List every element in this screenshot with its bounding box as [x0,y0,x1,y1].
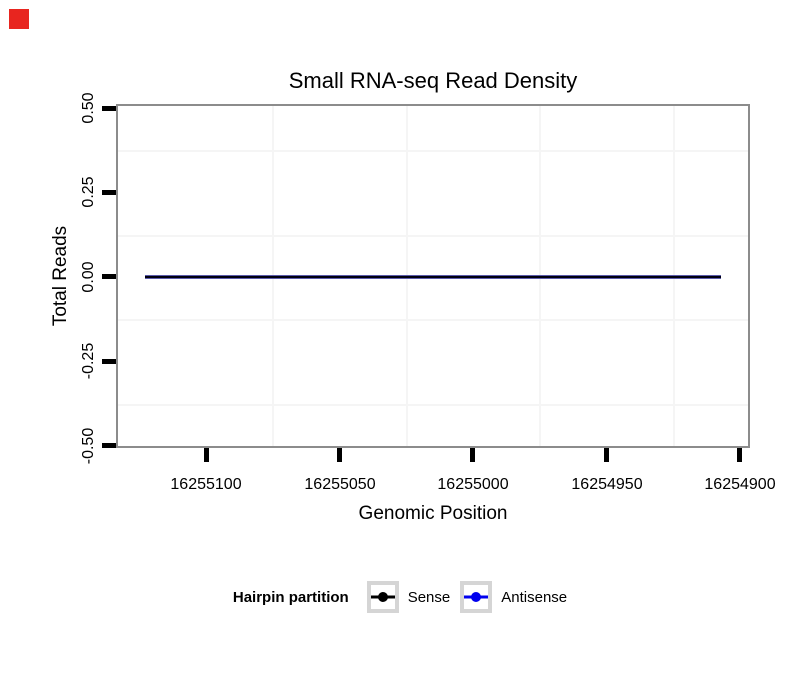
minor-gridline-horizontal [118,150,748,152]
minor-gridline-horizontal [118,235,748,237]
red-square-marker [9,9,29,29]
y-tick-mark [102,359,116,364]
minor-gridline-horizontal [118,404,748,406]
y-tick-mark [102,190,116,195]
legend-title: Hairpin partition [232,588,349,606]
x-tick-label: 16255050 [304,476,376,493]
legend-key-sense [366,581,399,613]
x-tick-label: 16254950 [571,476,643,493]
y-tick-mark [102,274,116,279]
legend-label-antisense: Antisense [501,588,568,606]
y-tick-mark [102,443,116,448]
antisense-point-icon [471,592,482,602]
x-tick-mark [204,448,209,462]
sense-point-icon [377,592,388,602]
legend-label-sense: Sense [407,588,451,606]
x-tick-label: 16255000 [437,476,509,493]
x-tick-label: 16255100 [170,476,242,493]
plot-panel [116,104,750,448]
x-tick-label: 16254900 [704,476,776,493]
x-tick-mark [470,448,475,462]
legend: Hairpin partition Sense Antisense [0,578,810,616]
y-tick-mark [102,106,116,111]
x-tick-mark [737,448,742,462]
read-density-line [145,275,721,279]
x-tick-mark [337,448,342,462]
x-axis-title: Genomic Position [358,503,508,524]
legend-key-antisense [460,581,493,613]
minor-gridline-horizontal [118,319,748,321]
chart-title: Small RNA-seq Read Density [288,68,578,93]
x-tick-mark [604,448,609,462]
